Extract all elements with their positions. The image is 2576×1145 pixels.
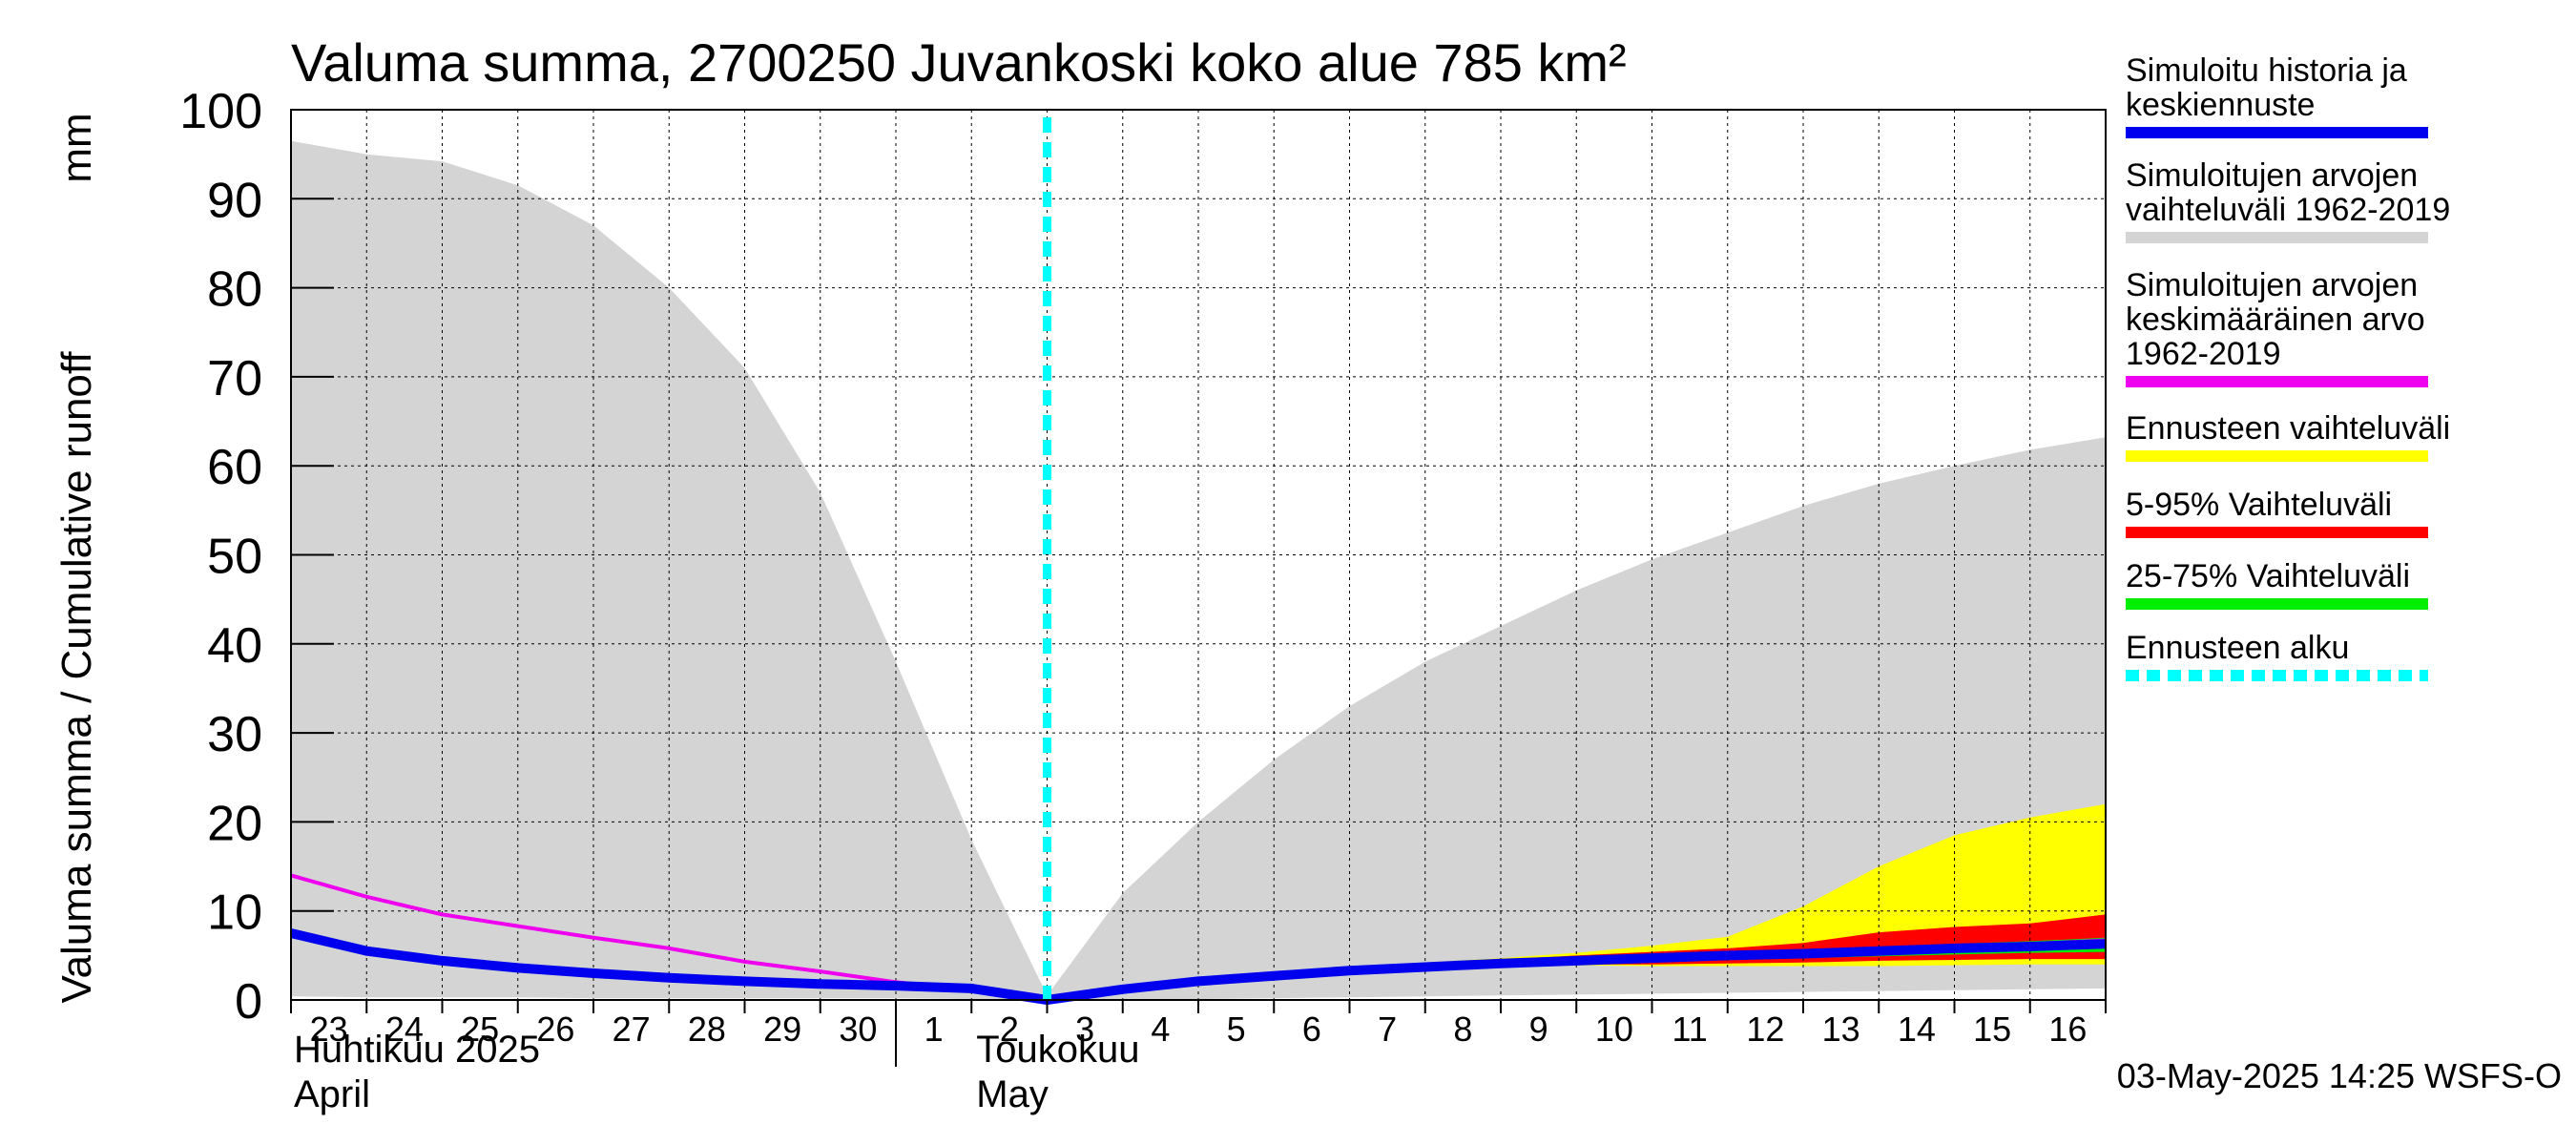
y-axis: 0 10 20 30 40 50 60 70 80 90 100 [179,84,334,1030]
legend-label: Simuloitujen arvojen [2126,267,2418,303]
line-layer [289,117,2107,1005]
x-tick-label: 8 [1453,1010,1472,1049]
x-tick-label: 27 [613,1010,651,1049]
timestamp: 03-May-2025 14:25 WSFS-O [2117,1056,2562,1095]
chart-title: Valuma summa, 2700250 Juvankoski koko al… [291,32,1627,93]
x-tick-label: 24 [385,1010,424,1049]
legend-label: keskiennuste [2126,87,2315,123]
legend-label: keskimääräinen arvo [2126,302,2425,338]
legend-label: Ennusteen vaihteluväli [2126,410,2450,447]
x-tick-label: 5 [1227,1010,1246,1049]
x-tick-label: 15 [1973,1010,2011,1049]
legend-label: 1962-2019 [2126,336,2281,372]
line-simuloitu-historia-ja-keskiennuste [289,928,2107,1005]
y-tick-label: 90 [207,173,262,228]
y-tick-label: 100 [179,84,262,139]
y-axis-unit: mm [53,113,100,182]
x-axis: 23 24 25 26 27 28 29 30 1 2 3 4 5 6 7 8 9 10 11 12 13 14 15 16 [290,1000,2107,1067]
y-tick-label: 60 [207,440,262,495]
month-label-fi: Huhtikuu 2025 [294,1029,540,1071]
y-tick-label: 0 [235,974,262,1030]
legend-label: Simuloitujen arvojen [2126,157,2418,194]
x-tick-label: 30 [839,1010,877,1049]
x-tick-label: 2 [1000,1010,1019,1049]
legend-label: Simuloitu historia ja [2126,52,2407,89]
legend-label: 5-95% Vaihteluväli [2126,487,2392,523]
x-tick-label: 26 [536,1010,574,1049]
y-tick-label: 20 [207,796,262,851]
month-label-en: May [976,1073,1049,1115]
y-tick-label: 80 [207,262,262,318]
legend-label: Ennusteen alku [2126,630,2349,666]
x-tick-label: 16 [2048,1010,2087,1049]
x-tick-label: 10 [1595,1010,1633,1049]
month-label-en: April [294,1073,370,1115]
x-tick-label: 23 [310,1010,348,1049]
month-label-fi: Toukokuu [976,1029,1139,1071]
y-tick-label: 30 [207,707,262,762]
x-tick-label: 3 [1075,1010,1094,1049]
x-tick-label: 1 [924,1010,944,1049]
x-tick-label: 29 [763,1010,801,1049]
y-tick-label: 70 [207,351,262,406]
x-tick-label: 28 [688,1010,726,1049]
x-tick-label: 12 [1746,1010,1784,1049]
x-tick-label: 13 [1822,1010,1860,1049]
x-tick-label: 14 [1898,1010,1936,1049]
legend-label: 25-75% Vaihteluväli [2126,558,2410,594]
x-tick-label: 11 [1672,1010,1707,1049]
x-tick-label: 25 [461,1010,499,1049]
y-tick-label: 50 [207,530,262,585]
x-tick-label: 9 [1529,1010,1548,1049]
y-axis-label: Valuma summa / Cumulative runoff [53,351,100,1004]
y-tick-label: 10 [207,885,262,941]
y-tick-label: 40 [207,618,262,674]
x-tick-label: 7 [1378,1010,1397,1049]
legend-label: vaihteluväli 1962-2019 [2126,192,2450,228]
x-tick-label: 4 [1151,1010,1170,1049]
plot-area [289,109,2107,1005]
x-tick-label: 6 [1302,1010,1321,1049]
